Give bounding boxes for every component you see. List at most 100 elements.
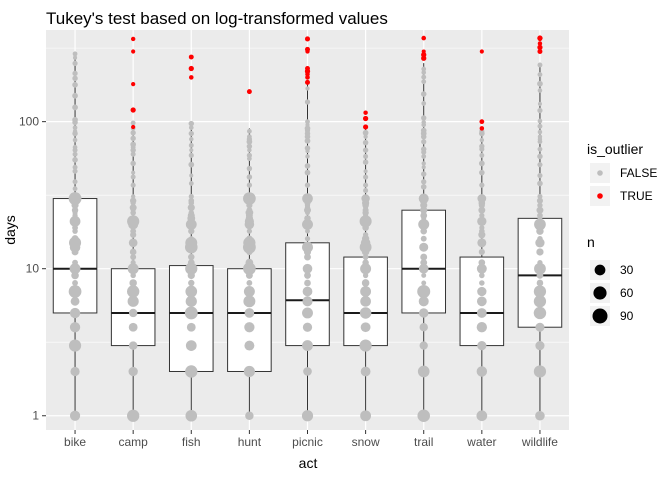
point xyxy=(476,296,487,307)
point xyxy=(533,306,547,320)
point xyxy=(72,51,78,57)
outlier-point xyxy=(305,79,310,85)
point xyxy=(188,236,194,242)
point xyxy=(188,125,194,130)
point xyxy=(537,235,543,242)
point xyxy=(536,279,544,287)
legend-color-key xyxy=(597,193,603,199)
point xyxy=(537,153,543,160)
point xyxy=(189,148,194,153)
point xyxy=(421,179,427,185)
legend-size-label: 90 xyxy=(620,309,634,323)
point xyxy=(128,308,138,318)
point xyxy=(533,285,547,298)
point xyxy=(362,159,369,165)
legend-color-label: TRUE xyxy=(620,189,653,203)
point xyxy=(185,219,197,230)
point xyxy=(186,322,196,332)
point xyxy=(130,228,137,235)
point xyxy=(304,169,311,176)
point xyxy=(478,259,486,266)
outlier-point xyxy=(537,35,543,41)
point xyxy=(359,215,372,228)
outlier-point xyxy=(421,49,426,54)
axes: 1 10 100 bike camp fish hunt picnic snow trail wat… xyxy=(19,115,558,449)
legend-color-title: is_outlier xyxy=(587,141,643,157)
point xyxy=(185,295,197,307)
point xyxy=(418,263,429,274)
legend-size-key xyxy=(593,286,607,300)
point xyxy=(421,115,427,121)
point xyxy=(418,296,429,307)
point xyxy=(420,235,427,242)
x-tick-label-hunt: hunt xyxy=(238,435,262,449)
x-tick-label-bike: bike xyxy=(64,435,86,449)
outlier-point xyxy=(188,65,194,72)
point xyxy=(69,322,81,333)
point xyxy=(187,204,195,212)
point xyxy=(128,366,138,377)
point xyxy=(72,104,78,111)
point xyxy=(477,216,487,226)
outlier-point xyxy=(363,124,369,130)
point xyxy=(72,168,78,174)
point xyxy=(189,173,194,178)
point xyxy=(362,272,369,279)
point xyxy=(535,410,545,421)
point xyxy=(72,280,78,286)
outlier-point xyxy=(363,110,368,115)
point xyxy=(533,365,547,378)
point xyxy=(304,272,311,279)
outlier-point xyxy=(131,49,136,54)
point xyxy=(69,215,81,227)
point xyxy=(130,151,136,157)
point xyxy=(305,154,310,159)
point xyxy=(421,70,427,75)
point xyxy=(363,169,368,174)
point xyxy=(72,129,78,134)
point xyxy=(479,137,485,143)
point xyxy=(536,197,543,204)
legend-size-title: n xyxy=(587,234,595,250)
point xyxy=(421,66,427,72)
point xyxy=(421,165,426,170)
point xyxy=(302,307,313,319)
point xyxy=(479,152,485,158)
point xyxy=(420,206,428,214)
point xyxy=(72,75,78,82)
point xyxy=(363,174,369,180)
y-tick-label: 1 xyxy=(32,409,39,423)
point xyxy=(72,186,78,192)
point xyxy=(537,212,543,219)
point xyxy=(418,218,430,230)
point xyxy=(185,365,198,378)
point xyxy=(421,272,427,278)
x-tick-label-fish: fish xyxy=(182,435,201,449)
point xyxy=(71,206,79,214)
outlier-point xyxy=(421,35,427,41)
point xyxy=(363,187,369,194)
point xyxy=(421,161,426,166)
point xyxy=(537,107,543,114)
point xyxy=(420,91,427,97)
point xyxy=(421,74,427,80)
point xyxy=(420,184,427,190)
outlier-point xyxy=(188,75,194,80)
point xyxy=(477,194,487,203)
box-group-water xyxy=(459,49,505,422)
point xyxy=(246,143,253,149)
point xyxy=(420,212,428,219)
point xyxy=(417,284,431,298)
point xyxy=(301,410,314,422)
point xyxy=(363,182,369,188)
x-tick-label-water: water xyxy=(466,435,496,449)
point xyxy=(421,280,427,286)
point xyxy=(421,101,427,106)
x-tick-label-picnic: picnic xyxy=(292,435,323,449)
point xyxy=(243,295,256,308)
box-group-bike xyxy=(52,51,98,421)
point xyxy=(305,86,310,91)
point xyxy=(127,295,139,307)
outlier-point xyxy=(479,126,485,131)
x-tick-label-wildlife: wildlife xyxy=(521,435,558,449)
